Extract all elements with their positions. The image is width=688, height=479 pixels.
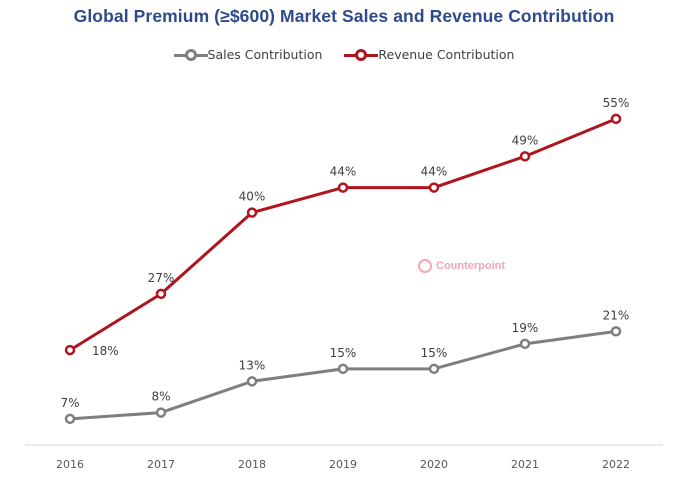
revenue-data-label: 40% [239, 190, 266, 204]
legend-swatch-revenue [344, 48, 379, 61]
revenue-point [337, 182, 349, 193]
revenue-data-label: 18% [92, 344, 119, 358]
watermark: Counterpoint [418, 259, 505, 273]
sales-data-label: 19% [512, 321, 539, 335]
revenue-point [155, 288, 167, 300]
revenue-point [64, 344, 76, 356]
sales-series-line [68, 329, 618, 421]
watermark-text: Counterpoint [436, 260, 506, 272]
sales-data-label: 21% [603, 308, 630, 322]
x-tick-label: 2018 [238, 458, 266, 471]
revenue-point [246, 207, 258, 218]
sales-point [519, 338, 531, 350]
x-tick-label: 2021 [511, 458, 539, 471]
revenue-series-line [68, 117, 618, 352]
counterpoint-logo-icon [418, 259, 432, 273]
legend-item-revenue: Revenue Contribution [344, 47, 514, 62]
x-tick-label: 2017 [147, 458, 175, 471]
sales-data-label: 15% [421, 346, 448, 360]
sales-point [610, 326, 622, 337]
revenue-data-label: 44% [330, 165, 357, 179]
sales-point [155, 407, 167, 418]
revenue-data-label: 27% [148, 271, 175, 285]
sales-point [64, 413, 76, 425]
x-tick-label: 2016 [56, 458, 84, 471]
sales-point [246, 376, 258, 387]
sales-data-label: 13% [239, 358, 266, 372]
revenue-data-label: 49% [512, 133, 539, 147]
chart-legend: Sales Contribution Revenue Contribution [0, 47, 688, 62]
revenue-data-label: 44% [421, 165, 448, 179]
revenue-point [519, 151, 531, 162]
legend-label-revenue: Revenue Contribution [378, 47, 515, 62]
sales-point [428, 363, 440, 375]
revenue-point [610, 113, 622, 125]
x-tick-label: 2019 [329, 458, 357, 471]
sales-data-label: 7% [60, 396, 79, 410]
sales-point [337, 363, 349, 375]
x-tick-label: 2020 [420, 458, 448, 471]
legend-label-sales: Sales Contribution [207, 47, 323, 62]
legend-item-sales: Sales Contribution [173, 47, 323, 62]
sales-data-label: 8% [151, 390, 170, 404]
x-tick-label: 2022 [602, 458, 630, 471]
revenue-data-label: 55% [603, 96, 630, 110]
chart-title: Global Premium (≥$600) Market Sales and … [73, 6, 615, 26]
revenue-point [428, 182, 440, 193]
legend-swatch-sales [173, 48, 208, 61]
sales-data-label: 15% [330, 346, 357, 360]
